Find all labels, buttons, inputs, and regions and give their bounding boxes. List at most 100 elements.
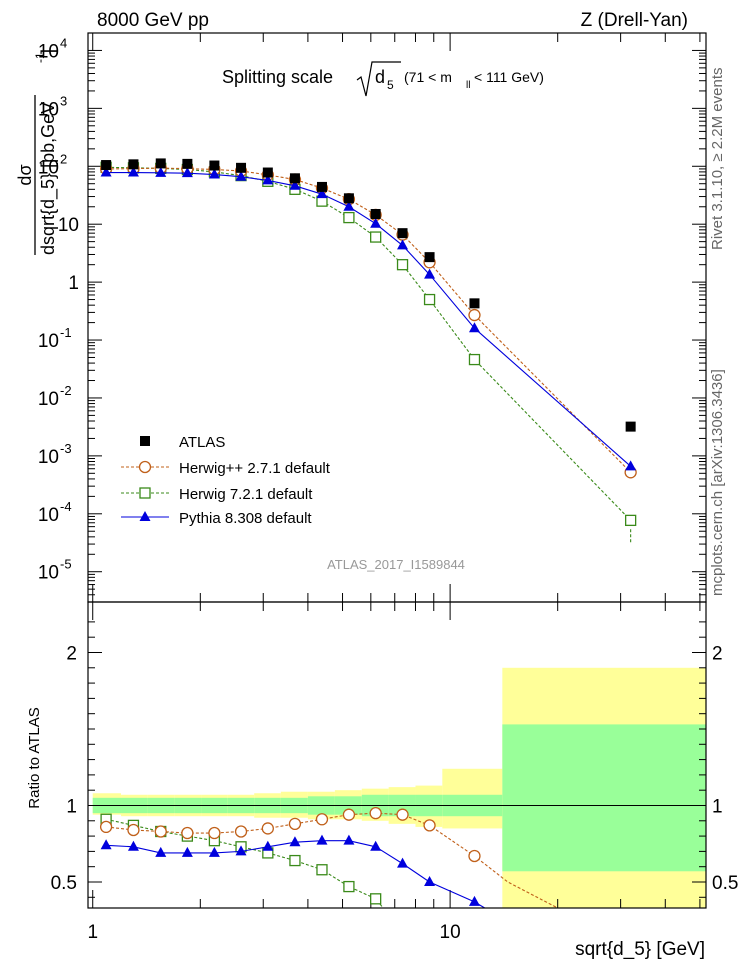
title-range-end: < 111 GeV): [474, 69, 544, 85]
title-range-sub: ll: [466, 80, 470, 91]
ratio-point-herwig-2-7-1-default: [99, 820, 113, 834]
ratio-point-pythia-8-308-default: [397, 857, 409, 868]
ratio-point-herwig-2-7-1-default: [396, 808, 409, 821]
header-right: Z (Drell-Yan): [581, 10, 688, 31]
ratio-bands: [88, 667, 706, 908]
ratio-point-herwig-2-7-1-default: [181, 826, 194, 840]
rivet-label: Rivet 3.1.10, ≥ 2.2M events: [709, 68, 726, 251]
legend-marker: [140, 436, 150, 446]
ratio-point-pythia-8-308-default: [100, 839, 112, 850]
main-point-herwig-7-2-1-default: [396, 259, 409, 271]
y-tick-label: 10: [38, 41, 59, 62]
y-tick-label: 10: [38, 447, 59, 468]
ratio-point-herwig-2-7-1-default: [342, 808, 356, 821]
legend-label: Herwig 7.2.1 default: [179, 486, 313, 503]
main-point-pythia-8-308-default: [343, 200, 355, 211]
ylabel-close: ]: [38, 49, 58, 54]
main-point-pythia-8-308-default: [370, 217, 382, 228]
y-tick-label: 10: [38, 99, 59, 120]
title-root: d: [375, 67, 385, 87]
x-axis-label: sqrt{d_5} [GeV]: [575, 939, 705, 960]
main-point-atlas: [182, 158, 193, 169]
ratio-point-pythia-8-308-default: [343, 834, 355, 845]
ratio-point-pythia-8-308-default: [181, 846, 193, 857]
ratio-point-pythia-8-308-default: [316, 834, 328, 845]
title-main: Splitting scale: [222, 67, 333, 87]
main-point-herwig-7-2-1-default: [624, 514, 637, 527]
legend-marker: [139, 511, 151, 521]
y-tick-exponent: -2: [60, 383, 72, 398]
ratio-series: [99, 806, 558, 909]
y-tick-exponent: -1: [60, 325, 72, 340]
ratio-y-tick-label-right: 0.5: [712, 873, 738, 894]
ratio-point-herwig-2-7-1-default: [423, 819, 436, 832]
title-root-sub: 5: [387, 78, 394, 92]
legend-marker: [139, 487, 151, 499]
ratio-panel-frame: [87, 601, 707, 909]
main-point-atlas: [424, 252, 435, 263]
ylabel-num: dσ: [15, 164, 35, 185]
main-point-atlas: [370, 208, 381, 219]
y-tick-label: 10: [38, 563, 59, 584]
y-tick-exponent: -5: [60, 557, 72, 572]
analysis-watermark: ATLAS_2017_I1589844: [327, 557, 465, 572]
y-tick-label: 10: [38, 389, 59, 410]
title-range: (71 < m: [404, 69, 452, 85]
main-point-pythia-8-308-default: [208, 168, 220, 179]
main-point-atlas: [316, 181, 327, 192]
ylabel-den: dsqrt{d_5} [pb,GeV: [38, 102, 59, 255]
y-axis-label: dσ dsqrt{d_5} [pb,GeV -1 ]: [15, 49, 59, 255]
x-tick-label: 10: [440, 922, 461, 943]
main-point-pythia-8-308-default: [181, 167, 193, 178]
ratio-point-herwig-7-2-1-default: [316, 864, 328, 876]
ratio-point-herwig-2-7-1-default: [468, 849, 481, 863]
main-point-pythia-8-308-default: [316, 188, 328, 199]
ratio-line-pythia-8-308-default: [106, 840, 486, 909]
y-tick-label: 10: [58, 215, 79, 236]
main-point-herwig-7-2-1-default: [423, 293, 436, 306]
ratio-point-herwig-2-7-1-default: [288, 817, 302, 830]
main-point-atlas: [236, 162, 247, 173]
ratio-point-pythia-8-308-default: [155, 846, 167, 857]
mcplots-label: mcplots.cern.ch [arXiv:1306.3436]: [709, 369, 726, 596]
legend-marker: [138, 460, 152, 474]
main-point-pythia-8-308-default: [127, 166, 139, 177]
main-point-atlas: [469, 298, 480, 309]
ratio-point-pythia-8-308-default: [262, 840, 274, 851]
ratio-point-herwig-2-7-1-default: [234, 825, 248, 838]
y-tick-exponent: -4: [60, 499, 72, 514]
main-point-herwig-2-7-1-default: [468, 308, 481, 322]
main-point-pythia-8-308-default: [289, 179, 301, 190]
ratio-point-pythia-8-308-default: [424, 875, 436, 886]
y-tick-exponent: 3: [60, 93, 67, 108]
ratio-point-pythia-8-308-default: [127, 840, 139, 851]
ratio-point-herwig-2-7-1-default: [369, 806, 382, 820]
ratio-point-herwig-2-7-1-default: [127, 823, 140, 837]
ratio-y-tick-label: 2: [66, 643, 77, 664]
y-tick-exponent: 4: [60, 35, 67, 50]
legend-label: Herwig++ 2.7.1 default: [179, 460, 331, 477]
main-point-atlas: [397, 228, 408, 239]
ratio-point-herwig-2-7-1-default: [208, 826, 221, 840]
ratio-point-pythia-8-308-default: [235, 845, 247, 856]
y-tick-exponent: -3: [60, 441, 72, 456]
main-line-pythia-8-308-default: [106, 171, 632, 467]
ylabel-sup: -1: [33, 52, 47, 63]
ratio-y-tick-label-right: 2: [712, 643, 723, 664]
main-point-pythia-8-308-default: [625, 460, 637, 471]
ratio-y-label: Ratio to ATLAS: [26, 707, 43, 808]
band-inner-bin: [502, 724, 706, 872]
main-point-atlas: [262, 167, 273, 178]
legend-label: ATLAS: [179, 434, 225, 451]
main-point-pythia-8-308-default: [424, 268, 436, 279]
ratio-point-pythia-8-308-default: [208, 846, 220, 857]
main-point-pythia-8-308-default: [235, 170, 247, 181]
main-point-atlas: [128, 159, 139, 170]
header-left: 8000 GeV pp: [97, 10, 209, 31]
main-point-pythia-8-308-default: [262, 174, 274, 185]
y-tick-label: 1: [68, 273, 79, 294]
ratio-point-pythia-8-308-default: [289, 836, 301, 847]
legend: ATLAS Herwig++ 2.7.1 default Herwig 7.2.1 …: [121, 434, 331, 527]
